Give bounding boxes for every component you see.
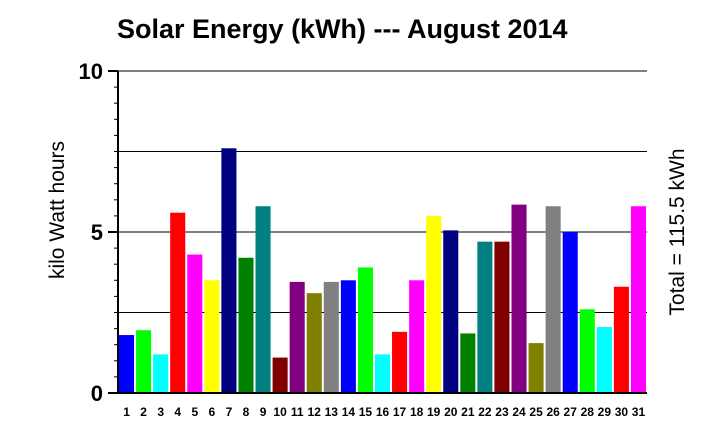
- x-tick-label: 18: [410, 405, 424, 419]
- bar: [426, 215, 442, 393]
- chart-title-text: Solar Energy (kWh) --- August 2014: [117, 14, 568, 44]
- bar: [460, 333, 476, 393]
- x-tick-label: 15: [359, 405, 373, 419]
- y-tick-label: 0: [91, 381, 103, 406]
- bar: [596, 326, 612, 393]
- bar: [272, 357, 288, 393]
- x-tick-label: 4: [174, 405, 181, 419]
- x-tick-label: 7: [226, 405, 233, 419]
- x-tick-label: 8: [243, 405, 250, 419]
- x-tick-label: 27: [564, 405, 578, 419]
- x-tick-label: 20: [444, 405, 458, 419]
- bar: [392, 331, 408, 393]
- bar: [323, 281, 339, 393]
- x-tick-label: 5: [191, 405, 198, 419]
- bar: [119, 335, 135, 393]
- bar: [170, 212, 186, 393]
- bar: [204, 280, 220, 393]
- bar: [306, 293, 322, 393]
- x-tick-label: 14: [342, 405, 356, 419]
- x-tick-label: 12: [308, 405, 322, 419]
- bar: [153, 354, 169, 393]
- bar: [494, 241, 510, 393]
- x-tick-label: 13: [325, 405, 339, 419]
- x-tick-label: 10: [273, 405, 287, 419]
- x-tick-label: 1: [123, 405, 130, 419]
- x-tick-label: 29: [598, 405, 612, 419]
- x-tick-label: 21: [461, 405, 475, 419]
- x-tick-label: 23: [495, 405, 509, 419]
- bar: [238, 257, 254, 393]
- bar: [528, 343, 544, 393]
- x-tick-label: 31: [632, 405, 646, 419]
- x-tick-label: 9: [260, 405, 267, 419]
- x-tick-label: 6: [209, 405, 216, 419]
- bar: [562, 232, 578, 393]
- x-tick-label: 3: [157, 405, 164, 419]
- bar: [187, 254, 203, 393]
- bar: [579, 309, 595, 393]
- bar: [357, 267, 373, 393]
- x-tick-label: 30: [615, 405, 629, 419]
- bar: [630, 206, 646, 393]
- bar: [340, 280, 356, 393]
- x-tick-label: 24: [512, 405, 526, 419]
- bar: [136, 330, 152, 393]
- bar: [409, 280, 425, 393]
- bar: [511, 204, 527, 393]
- y-tick-label: 10: [79, 59, 103, 84]
- x-tick-label: 26: [546, 405, 560, 419]
- bar: [255, 206, 271, 393]
- x-tick-label: 17: [393, 405, 407, 419]
- y-tick-label: 5: [91, 220, 103, 245]
- x-tick-label: 19: [427, 405, 441, 419]
- bar: [374, 354, 391, 393]
- bar: [477, 241, 493, 393]
- x-tick-label: 22: [478, 405, 492, 419]
- x-tick-label: 25: [529, 405, 543, 419]
- x-tick-label: 2: [140, 405, 147, 419]
- x-tick-label: 16: [376, 405, 390, 419]
- bar: [545, 206, 561, 393]
- x-tick-label: 11: [291, 405, 304, 419]
- x-tick-label: 28: [581, 405, 595, 419]
- bar: [221, 148, 237, 393]
- bar: [443, 230, 459, 393]
- bar: [613, 286, 629, 393]
- bar: [289, 281, 305, 393]
